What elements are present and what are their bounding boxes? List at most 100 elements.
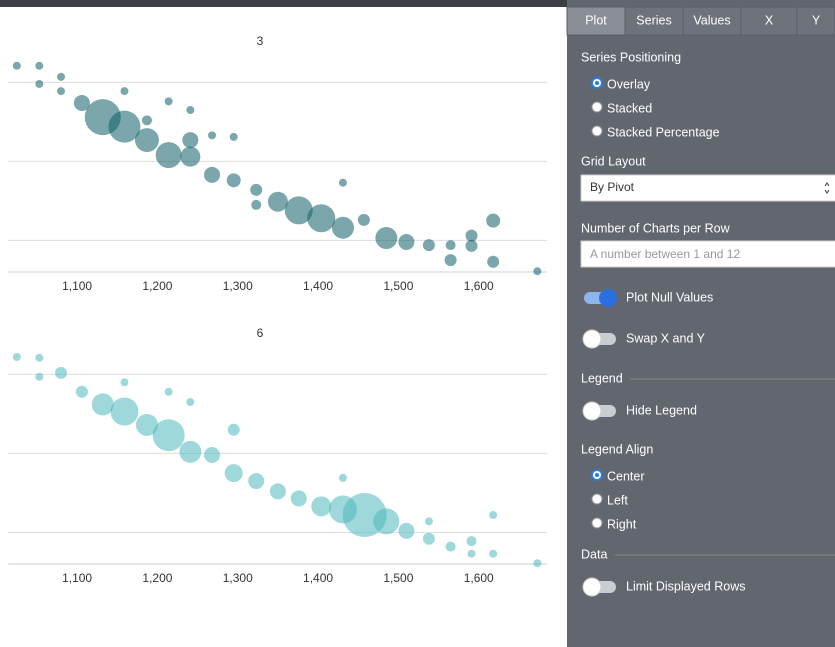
x-tick-label: 1,100	[62, 279, 92, 293]
bubble	[489, 511, 498, 520]
section-label: Grid Layout	[581, 154, 646, 168]
bubble	[445, 541, 456, 552]
bubble	[141, 115, 152, 126]
bubble	[487, 255, 500, 268]
bubble	[229, 132, 238, 141]
x-tick-label: 1,200	[142, 571, 172, 585]
bubble	[375, 227, 398, 250]
radio[interactable]	[591, 101, 603, 113]
bubble	[444, 254, 457, 267]
bubble	[533, 559, 542, 568]
bubble	[134, 128, 159, 153]
bubble	[135, 413, 158, 436]
section-label: Number of Charts per Row	[581, 221, 731, 235]
bubble	[486, 213, 501, 228]
bubble	[180, 146, 201, 167]
bubble	[224, 464, 243, 483]
bubble	[204, 446, 221, 463]
bubble	[226, 173, 241, 188]
toggle-knob[interactable]	[582, 401, 602, 421]
bubble	[164, 97, 173, 106]
toggle-knob[interactable]	[599, 289, 617, 307]
tab[interactable]	[682, 6, 742, 36]
tab[interactable]	[624, 6, 684, 36]
bubble	[489, 549, 498, 558]
bubble	[422, 532, 435, 545]
bubble	[467, 549, 476, 558]
radio[interactable]	[591, 493, 603, 505]
bubble	[269, 483, 286, 500]
bubble	[267, 191, 288, 212]
top-bar	[0, 0, 567, 7]
bubble	[75, 385, 88, 398]
select[interactable]	[580, 174, 835, 202]
bubble	[398, 522, 415, 539]
radio-dot	[595, 473, 599, 477]
bubble	[108, 110, 141, 143]
x-tick-label: 1,100	[62, 571, 92, 585]
x-tick-label: 1,500	[383, 571, 413, 585]
section-label: Legend Align	[581, 442, 653, 456]
bubble	[284, 196, 313, 225]
input-placeholder: A number between 1 and 12	[590, 247, 740, 261]
bubble	[465, 239, 478, 252]
bubble	[12, 353, 21, 362]
bubble	[250, 183, 263, 196]
x-tick-label: 1,500	[383, 279, 413, 293]
bubble	[422, 239, 435, 252]
tab[interactable]	[740, 6, 798, 36]
bubble	[424, 517, 433, 526]
bubble	[311, 496, 332, 517]
bubble	[290, 490, 307, 507]
bubble	[251, 199, 262, 210]
bubble	[57, 72, 66, 81]
radio[interactable]	[591, 517, 603, 529]
bubble	[35, 372, 44, 381]
bubble	[186, 398, 195, 407]
radio-label: Overlay	[607, 77, 651, 91]
select-value: By Pivot	[590, 180, 635, 194]
bubble	[152, 419, 185, 452]
radio-label: Stacked	[607, 101, 652, 115]
bubble	[35, 79, 44, 88]
toggle-label: Limit Displayed Rows	[626, 579, 745, 593]
radio-label: Center	[607, 469, 645, 483]
radio[interactable]	[591, 125, 603, 137]
bubble	[12, 61, 21, 70]
bubble	[373, 508, 400, 535]
toggle-label: Swap X and Y	[626, 331, 706, 345]
bubble	[307, 204, 336, 233]
bubble	[120, 378, 129, 387]
tab-label: Values	[693, 13, 730, 27]
input[interactable]	[580, 240, 835, 268]
tab-label: Plot	[585, 13, 607, 27]
bubble	[533, 267, 542, 276]
tab-label: X	[765, 13, 774, 27]
toggle-knob[interactable]	[582, 577, 602, 597]
tab[interactable]	[796, 6, 835, 36]
bubble	[357, 213, 370, 226]
bubble	[55, 366, 68, 379]
section-label: Data	[581, 547, 607, 561]
bubble	[155, 142, 182, 169]
bubble	[204, 166, 221, 183]
bubble	[331, 216, 354, 239]
section-label: Legend	[581, 371, 623, 385]
tab[interactable]	[566, 6, 626, 36]
bubble	[398, 233, 415, 250]
bubble	[73, 94, 90, 111]
toggle-knob[interactable]	[582, 329, 602, 349]
toggle-label: Hide Legend	[626, 403, 697, 417]
chart-title: 6	[257, 326, 264, 340]
bubble	[186, 106, 195, 115]
bubble	[179, 440, 202, 463]
bubble	[91, 393, 114, 416]
section-label: Series Positioning	[581, 50, 681, 64]
bubble	[110, 397, 139, 426]
tab-label: Y	[812, 13, 821, 27]
x-tick-label: 1,300	[223, 279, 253, 293]
bubble	[445, 240, 456, 251]
select-arrow	[824, 182, 830, 194]
chart-title: 3	[257, 34, 264, 48]
